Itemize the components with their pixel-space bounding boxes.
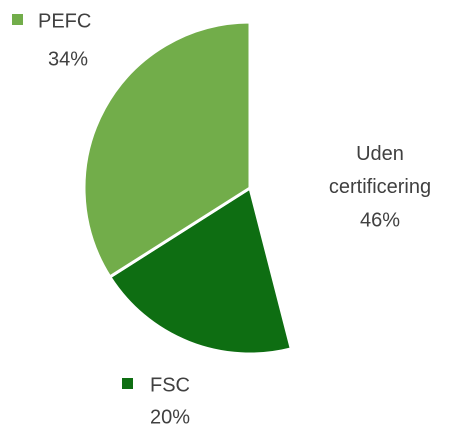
slice-label: PEFC <box>38 10 91 32</box>
slice-label: Uden certificering <box>329 143 431 198</box>
value-label: 20% <box>150 406 190 428</box>
pie-slice <box>82 20 252 280</box>
slice-label: FSC <box>150 374 190 396</box>
legend-swatch <box>12 14 23 25</box>
pie-slice <box>107 185 294 356</box>
value-label: 46% <box>360 209 400 231</box>
value-label: 34% <box>48 48 88 70</box>
pie-slice <box>248 20 418 351</box>
legend-swatch <box>122 378 133 389</box>
